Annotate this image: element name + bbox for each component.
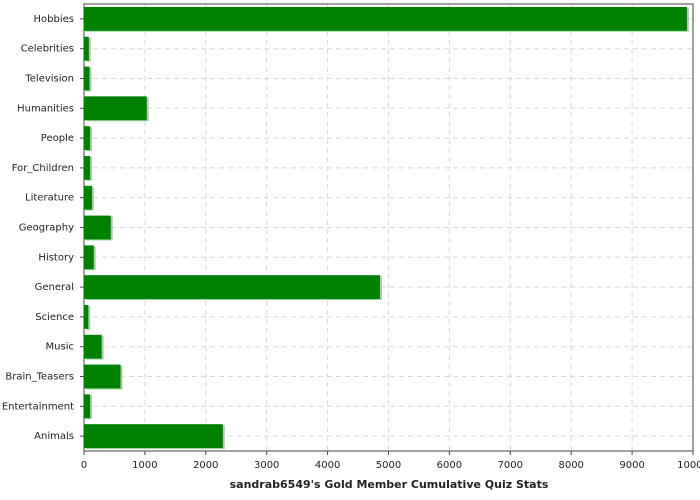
x-tick-label: 3000 bbox=[254, 460, 279, 471]
x-tick-label: 8000 bbox=[558, 460, 583, 471]
x-tick-label: 2000 bbox=[193, 460, 218, 471]
x-tick-label: 1000 bbox=[132, 460, 157, 471]
bar bbox=[84, 424, 223, 449]
bar bbox=[84, 126, 91, 151]
y-tick-label: History bbox=[38, 252, 74, 263]
bar bbox=[84, 245, 94, 270]
x-tick-label: 7000 bbox=[498, 460, 523, 471]
y-tick-label: General bbox=[35, 282, 74, 293]
bar bbox=[84, 96, 147, 121]
bar bbox=[84, 215, 111, 240]
y-tick-label: Television bbox=[24, 74, 74, 85]
y-tick-label: People bbox=[41, 133, 74, 144]
y-tick-label: Brain_Teasers bbox=[5, 372, 74, 383]
bar bbox=[84, 364, 121, 389]
y-tick-label: Music bbox=[46, 342, 74, 353]
bar bbox=[84, 66, 90, 91]
bar bbox=[84, 185, 92, 210]
y-tick-label: Hobbies bbox=[34, 14, 74, 25]
x-tick-label: 0 bbox=[81, 460, 87, 471]
bar bbox=[84, 275, 380, 300]
bar bbox=[84, 6, 687, 31]
x-tick-label: 5000 bbox=[376, 460, 401, 471]
x-tick-label: 6000 bbox=[437, 460, 462, 471]
bar bbox=[84, 304, 89, 329]
y-tick-label: Animals bbox=[34, 431, 74, 442]
x-tick-label: 4000 bbox=[315, 460, 340, 471]
y-tick-label: Geography bbox=[19, 223, 74, 234]
chart-title: sandrab6549's Gold Member Cumulative Qui… bbox=[230, 478, 549, 491]
y-tick-label: For_Children bbox=[12, 163, 74, 174]
x-tick-label: 9000 bbox=[619, 460, 644, 471]
bar bbox=[84, 36, 89, 61]
y-tick-label: Entertainment bbox=[2, 401, 74, 412]
bar bbox=[84, 155, 91, 180]
bar bbox=[84, 334, 102, 359]
bar bbox=[84, 394, 91, 419]
x-tick-label: 10000 bbox=[677, 460, 700, 471]
y-tick-label: Science bbox=[35, 312, 74, 323]
y-tick-label: Humanities bbox=[17, 103, 74, 114]
y-tick-label: Literature bbox=[25, 193, 74, 204]
y-tick-label: Celebrities bbox=[21, 44, 74, 55]
